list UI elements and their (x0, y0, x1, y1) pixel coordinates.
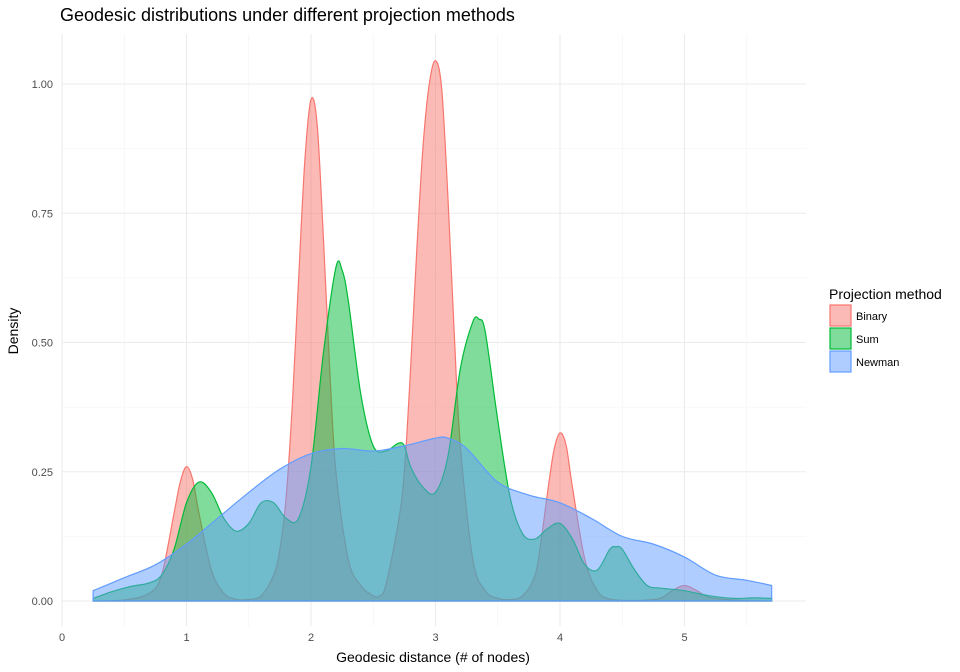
y-tick-label: 0.25 (32, 467, 53, 479)
legend-title: Projection method (829, 286, 942, 302)
legend-label-binary: Binary (856, 311, 888, 323)
y-axis-ticks: 0.00 0.25 0.50 0.75 1.00 (32, 79, 53, 608)
x-tick-label: 2 (308, 632, 314, 644)
legend-label-newman: Newman (856, 357, 899, 369)
density-area-newman (92, 436, 773, 602)
y-tick-label: 0.75 (32, 208, 53, 220)
y-axis-title: Density (5, 308, 21, 355)
legend-key-newman (829, 350, 852, 373)
x-axis-ticks: 0 1 2 3 4 5 (59, 632, 688, 644)
x-tick-label: 3 (432, 632, 438, 644)
y-tick-label: 0.50 (32, 338, 53, 350)
y-tick-label: 1.00 (32, 79, 53, 91)
legend-key-binary (829, 304, 852, 327)
y-tick-label: 0.00 (32, 596, 53, 608)
x-tick-label: 1 (183, 632, 189, 644)
x-axis-title: Geodesic distance (# of nodes) (336, 649, 530, 665)
chart-title: Geodesic distributions under different p… (60, 5, 515, 25)
density-areas (92, 60, 773, 602)
legend-key-sum (829, 327, 852, 350)
legend: Projection method Binary Sum Newman (829, 286, 942, 373)
legend-label-sum: Sum (856, 334, 879, 346)
x-tick-label: 4 (557, 632, 563, 644)
x-tick-label: 0 (59, 632, 65, 644)
x-tick-label: 5 (681, 632, 687, 644)
